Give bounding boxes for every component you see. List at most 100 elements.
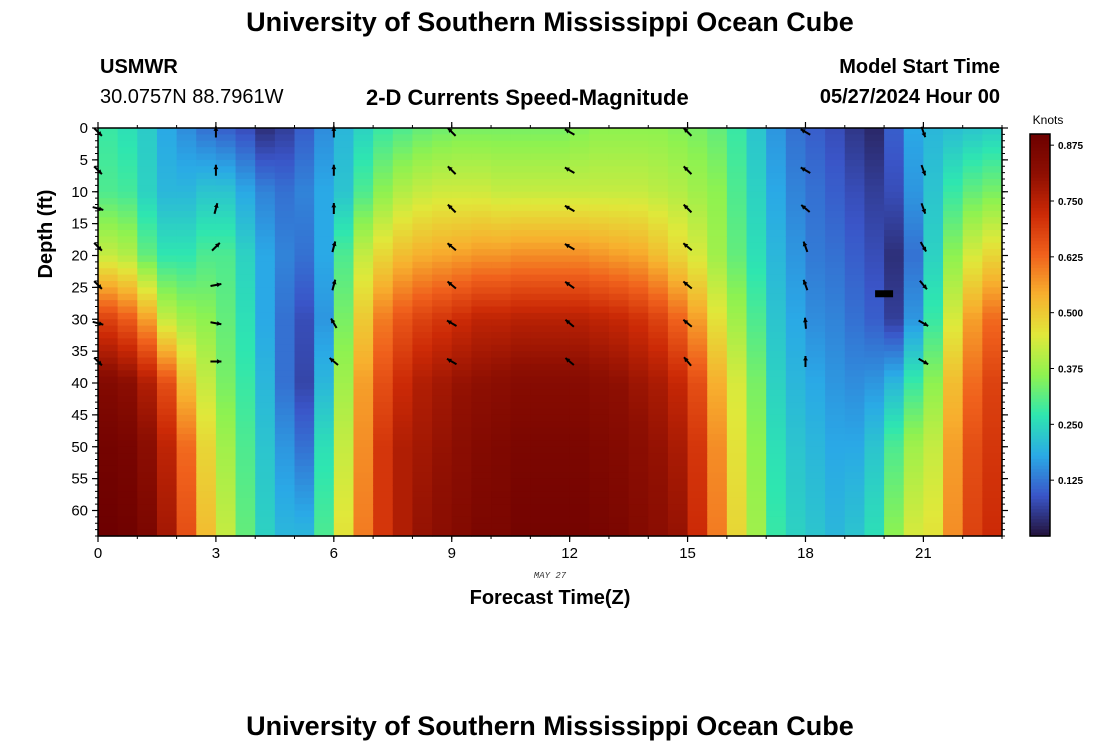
- heatmap-cell: [550, 510, 571, 518]
- heatmap-cell: [550, 325, 571, 333]
- heatmap-cell: [550, 338, 571, 346]
- heatmap-cell: [137, 523, 158, 531]
- heatmap-cell: [510, 255, 531, 263]
- heatmap-cell: [746, 179, 767, 186]
- heatmap-cell: [864, 191, 885, 199]
- heatmap-cell: [687, 255, 708, 263]
- heatmap-cell: [510, 172, 531, 180]
- heatmap-cell: [648, 249, 669, 257]
- heatmap-cell: [982, 217, 1003, 225]
- heatmap-cell: [432, 389, 453, 397]
- heatmap-cell: [491, 198, 512, 206]
- heatmap-cell: [550, 217, 571, 225]
- heatmap-cell: [255, 504, 276, 512]
- heatmap-cell: [667, 395, 689, 403]
- heatmap-cell: [451, 395, 472, 403]
- colorbar-segment: [1030, 264, 1050, 269]
- colorbar-segment: [1030, 274, 1050, 279]
- heatmap-cell: [628, 274, 649, 282]
- heatmap-cell: [98, 319, 119, 327]
- heatmap-cell: [353, 204, 374, 212]
- heatmap-cell: [766, 504, 787, 512]
- heatmap-cell: [589, 325, 610, 333]
- heatmap-cell: [510, 147, 531, 155]
- heatmap-cell: [117, 440, 138, 448]
- heatmap-cell: [726, 421, 748, 429]
- heatmap-cell: [196, 465, 217, 473]
- heatmap-cell: [471, 128, 492, 135]
- heatmap-cell: [982, 319, 1003, 327]
- heatmap-cell: [687, 293, 708, 301]
- heatmap-cell: [530, 453, 551, 461]
- colorbar-segment: [1030, 140, 1050, 145]
- heatmap-cell: [215, 389, 237, 397]
- heatmap-cell: [628, 389, 649, 397]
- heatmap-cell: [923, 402, 944, 410]
- heatmap-cell: [471, 516, 492, 524]
- heatmap-cell: [903, 504, 924, 512]
- heatmap-cell: [589, 217, 610, 225]
- heatmap-cell: [235, 389, 256, 397]
- heatmap-cell: [608, 344, 630, 352]
- heatmap-cell: [353, 491, 374, 499]
- heatmap-cell: [333, 191, 355, 199]
- heatmap-cell: [196, 427, 217, 435]
- heatmap-cell: [215, 421, 237, 429]
- heatmap-cell: [98, 191, 119, 199]
- heatmap-cell: [746, 306, 767, 314]
- colorbar-segment: [1030, 499, 1050, 504]
- heatmap-cell: [274, 306, 296, 314]
- heatmap-cell: [707, 363, 728, 371]
- heatmap-cell: [451, 261, 472, 269]
- heatmap-cell: [451, 383, 472, 390]
- heatmap-cell: [746, 281, 767, 288]
- heatmap-cell: [667, 236, 689, 244]
- heatmap-cell: [412, 529, 433, 537]
- heatmap-cell: [294, 491, 315, 499]
- heatmap-cell: [98, 421, 119, 429]
- heatmap-cell: [373, 153, 394, 161]
- heatmap-cell: [844, 242, 866, 250]
- heatmap-cell: [608, 153, 630, 161]
- heatmap-cell: [746, 440, 767, 448]
- heatmap-cell: [805, 408, 826, 416]
- heatmap-cell: [628, 478, 649, 486]
- heatmap-cell: [667, 370, 689, 378]
- heatmap-cell: [255, 230, 276, 237]
- heatmap-cell: [117, 236, 138, 244]
- heatmap-cell: [943, 440, 964, 448]
- heatmap-cell: [746, 453, 767, 461]
- heatmap-cell: [608, 472, 630, 480]
- heatmap-cell: [687, 185, 708, 193]
- heatmap-cell: [608, 357, 630, 365]
- heatmap-cell: [373, 446, 394, 454]
- heatmap-cell: [608, 395, 630, 403]
- heatmap-cell: [569, 383, 590, 390]
- heatmap-cell: [235, 147, 256, 155]
- heatmap-cell: [746, 319, 767, 327]
- heatmap-cell: [844, 523, 866, 531]
- heatmap-cell: [451, 421, 472, 429]
- heatmap-cell: [432, 287, 453, 295]
- heatmap-cell: [117, 287, 138, 295]
- heatmap-cell: [903, 210, 924, 218]
- heatmap-cell: [687, 332, 708, 339]
- heatmap-cell: [844, 172, 866, 180]
- heatmap-cell: [530, 491, 551, 499]
- heatmap-cell: [825, 191, 846, 199]
- heatmap-cell: [628, 249, 649, 257]
- heatmap-cell: [491, 504, 512, 512]
- heatmap-cell: [903, 389, 924, 397]
- heatmap-cell: [530, 395, 551, 403]
- heatmap-cell: [844, 363, 866, 371]
- heatmap-cell: [196, 408, 217, 416]
- heatmap-cell: [943, 332, 964, 339]
- heatmap-cell: [176, 140, 197, 148]
- heatmap-cell: [98, 376, 119, 384]
- heatmap-cell: [569, 529, 590, 537]
- heatmap-cell: [864, 140, 885, 148]
- heatmap-cell: [333, 140, 355, 148]
- heatmap-cell: [156, 427, 178, 435]
- heatmap-cell: [962, 395, 983, 403]
